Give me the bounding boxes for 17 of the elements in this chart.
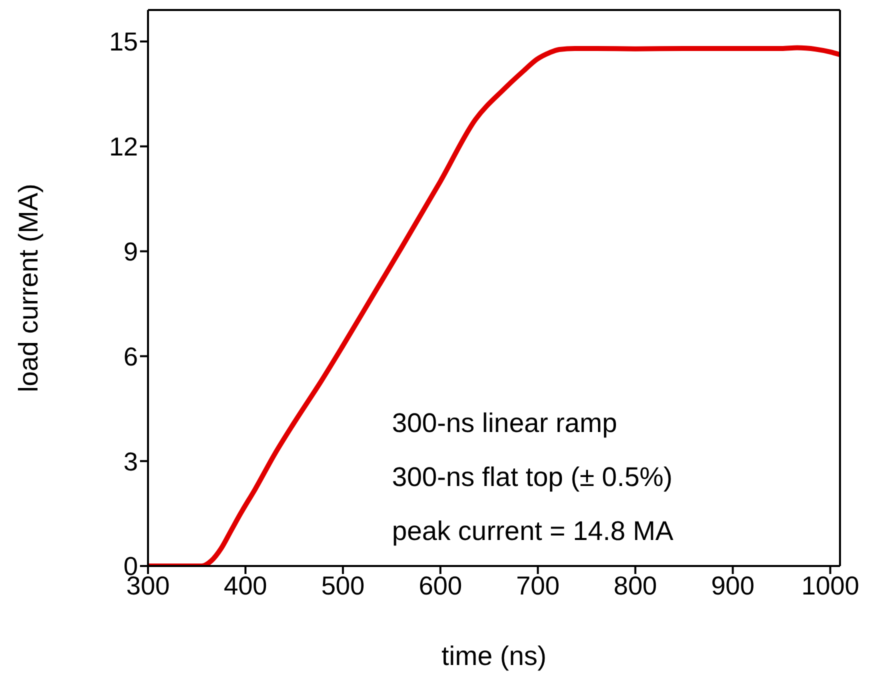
- x-tick-label: 1000: [801, 570, 860, 600]
- annotation: 300-ns flat top (± 0.5%): [392, 461, 674, 494]
- y-tick-label: 3: [124, 446, 138, 476]
- x-tick-label: 500: [321, 570, 365, 600]
- annotation: peak current = 14.8 MA: [392, 515, 674, 548]
- y-tick-label: 15: [109, 26, 138, 57]
- x-tick-label: 600: [418, 570, 462, 600]
- y-tick-label: 12: [109, 132, 138, 162]
- annotation: 300-ns linear ramp: [392, 407, 618, 440]
- y-axis-title: load current (MA): [14, 184, 44, 392]
- y-tick-label: 6: [124, 341, 138, 372]
- x-tick-label: 400: [224, 570, 268, 600]
- x-axis-title: time (ns): [441, 641, 547, 671]
- x-tick-label: 700: [516, 570, 560, 600]
- x-tick-label: 900: [711, 570, 754, 600]
- x-tick-label: 800: [614, 570, 658, 600]
- y-tick-label: 9: [124, 236, 138, 267]
